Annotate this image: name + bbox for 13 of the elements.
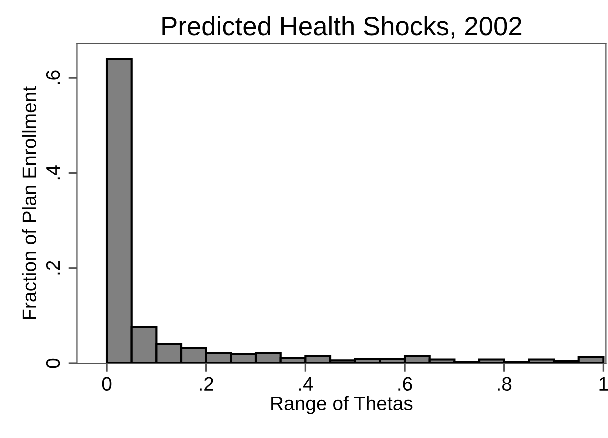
x-tick-label: .8 [498,377,512,392]
x-tick-label: .4 [299,377,314,391]
x-tick-label: 1 [600,377,608,391]
x-tick-label: 0 [102,377,112,392]
y-axis-title: Fraction of Plan Enrollment [22,86,36,320]
chart-title: Predicted Health Shocks, 2002 [162,16,522,39]
x-tick-label: .2 [200,377,214,391]
y-tick-label: 0 [46,358,60,368]
x-tick-label: .6 [398,377,412,392]
y-tick-label: .6 [46,70,60,84]
y-tick-label: .2 [46,261,60,275]
y-tick-label: .4 [46,166,60,180]
x-axis-title: Range of Thetas [272,396,413,414]
